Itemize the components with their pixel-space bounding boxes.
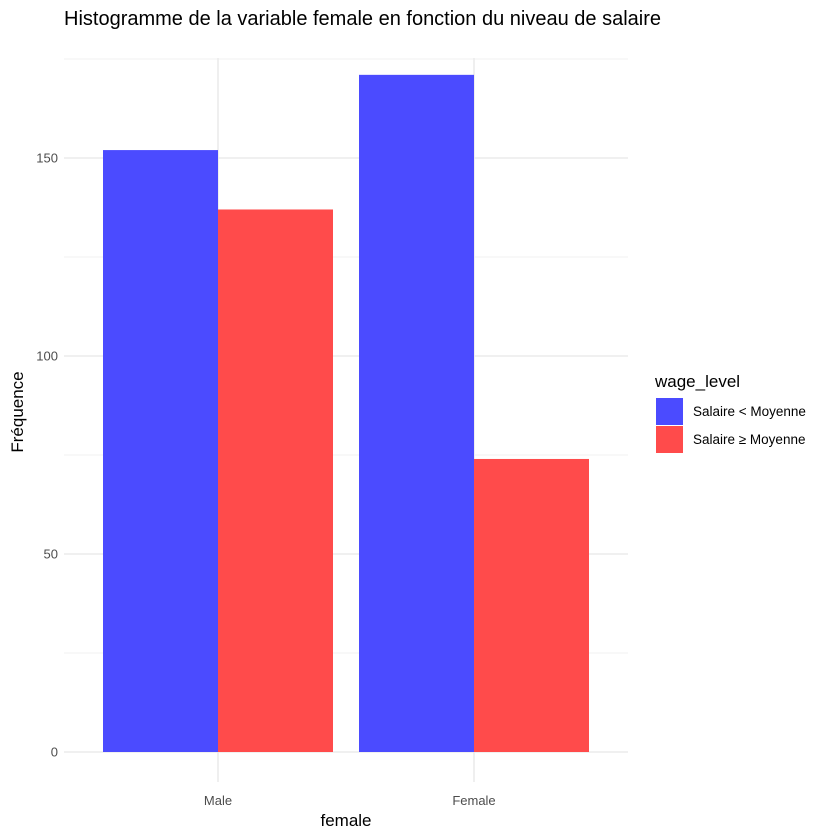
legend: wage_level Salaire < Moyenne Salaire ≥ Mo… [654, 372, 806, 453]
x-axis-title: female [320, 811, 371, 830]
x-axis-ticks: Male Female [204, 793, 496, 808]
bar-female-below-mean [359, 74, 474, 753]
legend-title: wage_level [654, 372, 740, 391]
y-tick-label: 50 [44, 547, 58, 562]
bars [103, 74, 589, 753]
legend-label-above-mean: Salaire ≥ Moyenne [693, 432, 805, 447]
y-tick-label: 150 [36, 151, 58, 166]
bar-female-above-mean [474, 458, 589, 752]
legend-key-below-mean [656, 398, 683, 425]
y-axis-title: Fréquence [8, 371, 27, 452]
bar-male-above-mean [218, 209, 333, 753]
y-tick-label: 0 [51, 745, 58, 760]
y-axis-ticks: 0 50 100 150 [36, 151, 58, 760]
bar-male-below-mean [103, 150, 218, 752]
chart-title: Histogramme de la variable female en fon… [64, 8, 661, 30]
legend-label-below-mean: Salaire < Moyenne [693, 404, 806, 419]
legend-key-above-mean [656, 426, 683, 453]
x-tick-label: Female [452, 793, 495, 808]
x-tick-label: Male [204, 793, 232, 808]
y-tick-label: 100 [36, 349, 58, 364]
